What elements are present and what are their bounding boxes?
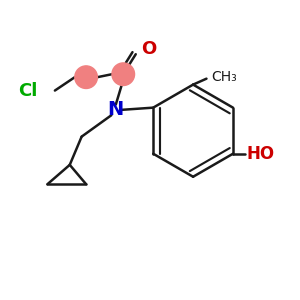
Text: N: N: [108, 100, 124, 119]
Text: CH₃: CH₃: [211, 70, 237, 84]
Circle shape: [112, 63, 134, 86]
Text: O: O: [141, 40, 156, 58]
Circle shape: [75, 66, 98, 88]
Text: HO: HO: [246, 145, 274, 163]
Text: Cl: Cl: [18, 82, 37, 100]
